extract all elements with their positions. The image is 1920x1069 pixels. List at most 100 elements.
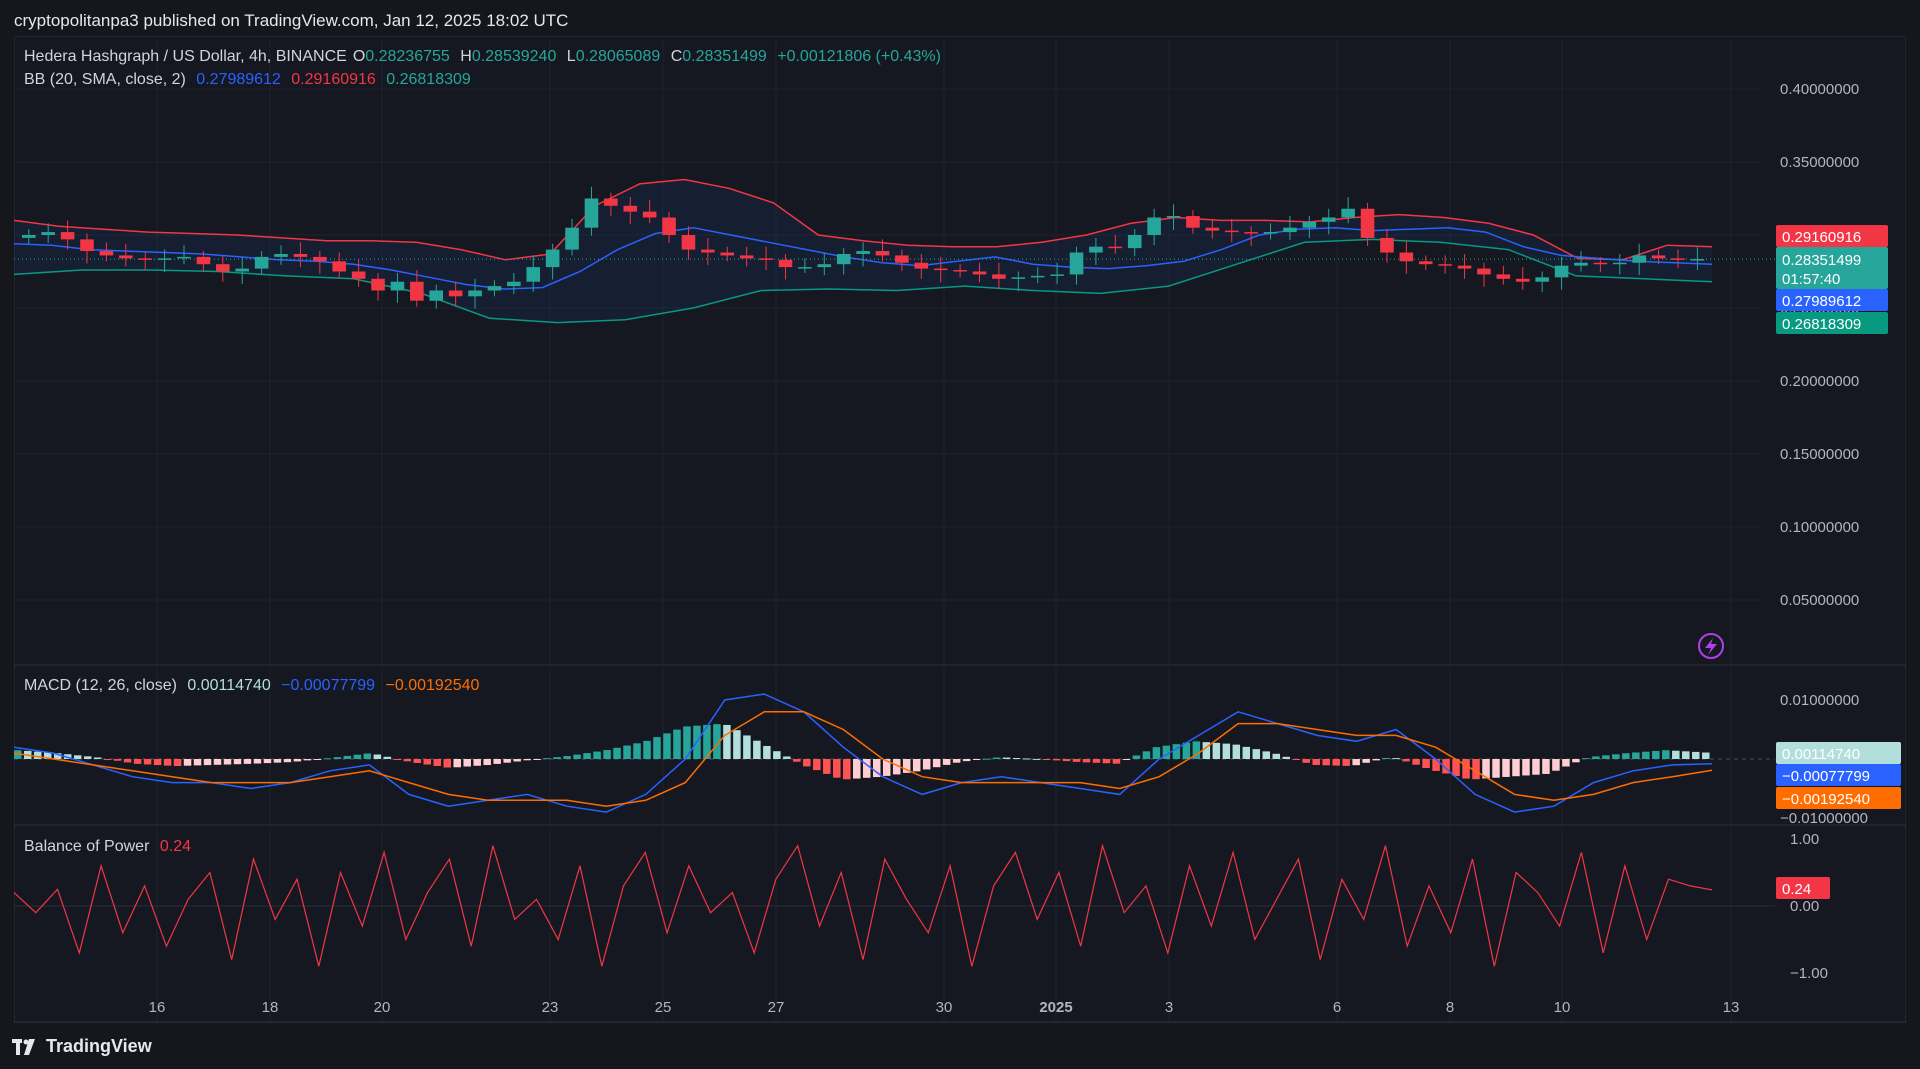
macd-hist-bar <box>323 758 332 760</box>
open-label: O <box>352 48 366 65</box>
bb-upper-value: 0.29160916 <box>291 71 376 88</box>
candle-body <box>390 281 405 291</box>
bb-lower-line <box>13 238 1713 324</box>
macd-hist-bar <box>1682 751 1690 759</box>
tag-bb-basis-bg <box>1776 289 1888 311</box>
candle-body <box>1399 252 1414 262</box>
tradingview-logo[interactable]: TradingView <box>12 1036 152 1057</box>
tag-bb-upper: 0.29160916 <box>1782 229 1861 246</box>
brand-name: TradingView <box>46 1036 152 1056</box>
macd-hist-bar <box>1482 759 1490 779</box>
macd-lines <box>13 693 1713 813</box>
candle-body <box>798 267 812 269</box>
macd-hist-bar <box>33 751 42 759</box>
tag-close-bg <box>1776 247 1888 289</box>
tag-bb-lower-bg <box>1776 312 1888 334</box>
macd-hist-bar <box>133 759 142 764</box>
candle-body <box>662 217 676 235</box>
candle-body <box>1089 246 1103 253</box>
macd-hist-bar <box>573 754 581 759</box>
candle-body <box>642 211 657 218</box>
candle-body <box>313 256 327 262</box>
macd-hist-bar <box>373 754 382 759</box>
candle-body <box>138 258 152 260</box>
candle-body <box>992 274 1006 279</box>
candle-body <box>487 286 502 291</box>
macd-hist-bar <box>563 756 571 759</box>
macd-hist-bar <box>1612 754 1620 759</box>
candle-body <box>1263 232 1278 234</box>
macd-hist-bar <box>463 759 471 767</box>
macd-line-value: −0.00077799 <box>281 677 376 694</box>
macd-hist-bar <box>203 759 212 766</box>
macd-hist-bar <box>773 751 781 759</box>
bb-lower-value: 0.26818309 <box>386 71 471 88</box>
candle-body <box>1593 262 1608 265</box>
price-tick-label: 0.10000000 <box>1780 519 1859 536</box>
candle-body <box>1050 274 1064 276</box>
macd-hist-bar <box>1042 759 1051 760</box>
macd-hist-bar <box>972 759 981 760</box>
macd-hist-bar <box>623 745 631 759</box>
macd-hist-bar <box>1512 759 1520 777</box>
macd-hist-bar <box>1352 759 1360 766</box>
candle-body <box>1612 262 1627 265</box>
candle-body <box>720 252 735 256</box>
macd-hist-bar <box>383 756 392 759</box>
macd-hist-bar <box>892 759 901 775</box>
macd-hist-bar <box>393 759 402 760</box>
macd-hist-bar <box>433 759 441 766</box>
candle-body <box>701 249 715 253</box>
macd-hist-bar <box>363 753 372 759</box>
macd-hist-bar <box>1692 751 1700 759</box>
macd-hist-bar <box>1212 742 1221 759</box>
macd-hist-bar <box>513 759 521 762</box>
macd-hist-bar <box>1102 759 1111 764</box>
lightning-icon[interactable] <box>1698 633 1724 659</box>
macd-hist-bar <box>793 759 801 762</box>
candle-body <box>836 253 851 265</box>
candle-body <box>1147 217 1161 235</box>
macd-hist-bar <box>1452 759 1460 777</box>
candle-body <box>196 256 211 265</box>
macd-hist-bar <box>1392 758 1400 760</box>
tag-macd-hist-bg <box>1776 742 1901 764</box>
macd-hist-bar <box>952 759 961 763</box>
macd-hist-bar <box>1492 759 1500 778</box>
macd-hist-bar <box>733 730 741 759</box>
macd-hist-bar <box>53 753 62 759</box>
candle-body <box>448 290 463 297</box>
legend-macd[interactable]: MACD (12, 26, close) 0.00114740 −0.00077… <box>24 677 485 695</box>
time-tick-label: 8 <box>1446 999 1454 1016</box>
legend-main[interactable]: Hedera Hashgraph / US Dollar, 4h, BINANC… <box>24 48 947 66</box>
macd-tick-label: 0.01000000 <box>1780 692 1859 709</box>
candle-body <box>1069 252 1084 275</box>
legend-bop[interactable]: Balance of Power 0.24 <box>24 838 197 856</box>
macd-hist-bar <box>1442 759 1450 774</box>
macd-hist-bar <box>1112 759 1121 764</box>
candle-body <box>565 227 579 250</box>
legend-bb[interactable]: BB (20, SMA, close, 2) 0.27989612 0.2916… <box>24 71 477 89</box>
macd-hist-bar <box>1152 747 1161 759</box>
bop-tick-label: 1.00 <box>1790 831 1819 848</box>
macd-hist-bar <box>1262 751 1271 759</box>
high-label: H <box>460 48 472 65</box>
macd-hist-bar <box>73 755 82 759</box>
candle-body <box>1535 277 1549 282</box>
macd-hist-bar <box>942 759 951 765</box>
candle-body <box>1166 216 1181 218</box>
macd-hist-bar <box>1292 759 1300 760</box>
macd-hist-bar <box>293 759 302 762</box>
macd-hist-bar <box>263 759 272 764</box>
candle-body <box>1321 217 1336 222</box>
candle-body <box>914 262 929 269</box>
macd-hist-bar <box>1702 752 1710 759</box>
macd-hist-bar <box>453 759 461 768</box>
candle-body <box>1224 230 1239 233</box>
chart-frame[interactable] <box>14 36 1906 1023</box>
macd-hist-bar <box>1232 744 1241 759</box>
tag-countdown: 01:57:40 <box>1782 271 1840 288</box>
candle-body <box>1477 268 1491 275</box>
candle-body <box>778 259 793 268</box>
